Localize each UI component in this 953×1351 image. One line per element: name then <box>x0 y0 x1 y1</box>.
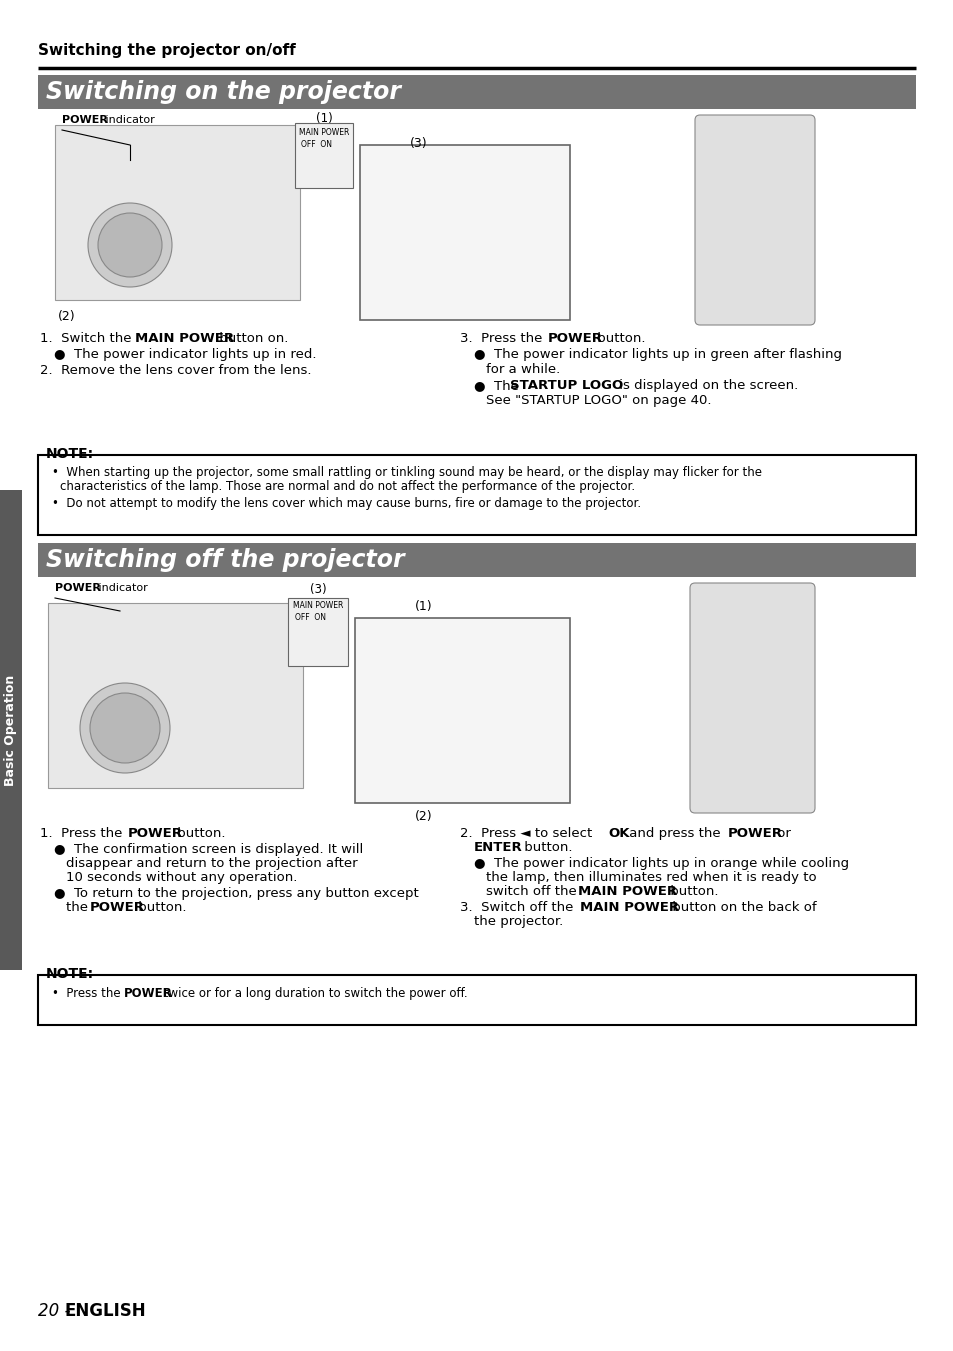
Bar <box>288 598 348 666</box>
Text: 1.  Switch the: 1. Switch the <box>40 332 135 345</box>
Text: OFF  ON: OFF ON <box>295 613 326 621</box>
Text: 10 seconds without any operation.: 10 seconds without any operation. <box>66 871 297 884</box>
Text: 3.  Switch off the: 3. Switch off the <box>459 901 577 915</box>
Text: twice or for a long duration to switch the power off.: twice or for a long duration to switch t… <box>160 988 467 1000</box>
Text: and press the: and press the <box>624 827 724 840</box>
Text: or: or <box>772 827 790 840</box>
Text: (3): (3) <box>310 584 326 596</box>
FancyBboxPatch shape <box>689 584 814 813</box>
Text: ●  To return to the projection, press any button except: ● To return to the projection, press any… <box>54 888 418 900</box>
Text: button on the back of: button on the back of <box>667 901 816 915</box>
Bar <box>294 123 353 188</box>
Text: disappear and return to the projection after: disappear and return to the projection a… <box>66 857 357 870</box>
Circle shape <box>98 213 162 277</box>
Text: Switching on the projector: Switching on the projector <box>46 80 400 104</box>
Text: ●  The power indicator lights up in green after flashing: ● The power indicator lights up in green… <box>474 349 841 361</box>
Text: button.: button. <box>172 827 225 840</box>
Circle shape <box>90 693 160 763</box>
Text: POWER: POWER <box>128 827 183 840</box>
Text: indicator: indicator <box>95 584 148 593</box>
Text: POWER: POWER <box>727 827 782 840</box>
Text: MAIN POWER: MAIN POWER <box>293 601 343 611</box>
Text: button.: button. <box>133 901 186 915</box>
Text: •  When starting up the projector, some small rattling or tinkling sound may be : • When starting up the projector, some s… <box>52 466 761 480</box>
Text: ●  The: ● The <box>474 380 522 392</box>
Text: POWER: POWER <box>547 332 602 345</box>
Text: 2.  Press ◄ to select: 2. Press ◄ to select <box>459 827 596 840</box>
Text: characteristics of the lamp. Those are normal and do not affect the performance : characteristics of the lamp. Those are n… <box>60 480 635 493</box>
Text: the lamp, then illuminates red when it is ready to: the lamp, then illuminates red when it i… <box>485 871 816 884</box>
Text: POWER: POWER <box>62 115 108 126</box>
Bar <box>0 490 22 970</box>
Bar <box>55 126 299 300</box>
Text: button.: button. <box>665 885 718 898</box>
Text: 1.  Press the: 1. Press the <box>40 827 127 840</box>
Bar <box>38 584 915 823</box>
Bar <box>38 76 915 109</box>
Text: NOTE:: NOTE: <box>46 447 94 461</box>
Text: ENGLISH: ENGLISH <box>65 1302 147 1320</box>
Text: 20 -: 20 - <box>38 1302 75 1320</box>
Text: MAIN POWER: MAIN POWER <box>298 128 349 136</box>
Text: switch off the: switch off the <box>485 885 580 898</box>
Bar <box>48 603 303 788</box>
Text: 3.  Press the: 3. Press the <box>459 332 546 345</box>
Text: POWER: POWER <box>124 988 172 1000</box>
Text: ENTER: ENTER <box>474 842 522 854</box>
Text: button.: button. <box>519 842 572 854</box>
Text: See "STARTUP LOGO" on page 40.: See "STARTUP LOGO" on page 40. <box>485 394 711 407</box>
Text: (1): (1) <box>315 112 332 126</box>
Text: MAIN POWER: MAIN POWER <box>578 885 677 898</box>
Text: ●  The power indicator lights up in orange while cooling: ● The power indicator lights up in orang… <box>474 857 848 870</box>
Text: •  Press the: • Press the <box>52 988 124 1000</box>
Text: STARTUP LOGO: STARTUP LOGO <box>510 380 622 392</box>
Text: for a while.: for a while. <box>485 363 559 376</box>
Text: indicator: indicator <box>102 115 154 126</box>
Bar <box>38 115 915 335</box>
Text: •  Do not attempt to modify the lens cover which may cause burns, fire or damage: • Do not attempt to modify the lens cove… <box>52 497 640 509</box>
Text: (2): (2) <box>58 309 75 323</box>
Text: OK: OK <box>607 827 629 840</box>
Text: is displayed on the screen.: is displayed on the screen. <box>615 380 798 392</box>
Bar <box>704 135 804 159</box>
Text: (2): (2) <box>415 811 432 823</box>
Text: (3): (3) <box>410 136 427 150</box>
Text: button.: button. <box>593 332 645 345</box>
Text: POWER: POWER <box>90 901 145 915</box>
Bar <box>359 145 569 320</box>
Text: ●  The confirmation screen is displayed. It will: ● The confirmation screen is displayed. … <box>54 843 363 857</box>
Text: Switching off the projector: Switching off the projector <box>46 549 404 571</box>
FancyBboxPatch shape <box>695 115 814 326</box>
Text: 2.  Remove the lens cover from the lens.: 2. Remove the lens cover from the lens. <box>40 363 312 377</box>
Bar <box>38 543 915 577</box>
Bar <box>38 455 915 535</box>
Bar <box>355 617 569 802</box>
Text: Basic Operation: Basic Operation <box>5 674 17 786</box>
Text: (1): (1) <box>415 600 432 613</box>
Text: OFF  ON: OFF ON <box>301 141 333 149</box>
Text: POWER: POWER <box>55 584 101 593</box>
Text: Switching the projector on/off: Switching the projector on/off <box>38 43 295 58</box>
Circle shape <box>88 203 172 286</box>
Text: button on.: button on. <box>214 332 288 345</box>
Text: MAIN POWER: MAIN POWER <box>579 901 679 915</box>
Bar <box>38 975 915 1025</box>
Text: the projector.: the projector. <box>474 915 562 928</box>
Text: ●  The power indicator lights up in red.: ● The power indicator lights up in red. <box>54 349 316 361</box>
Text: the: the <box>66 901 92 915</box>
Text: MAIN POWER: MAIN POWER <box>135 332 233 345</box>
Circle shape <box>80 684 170 773</box>
Text: NOTE:: NOTE: <box>46 967 94 981</box>
